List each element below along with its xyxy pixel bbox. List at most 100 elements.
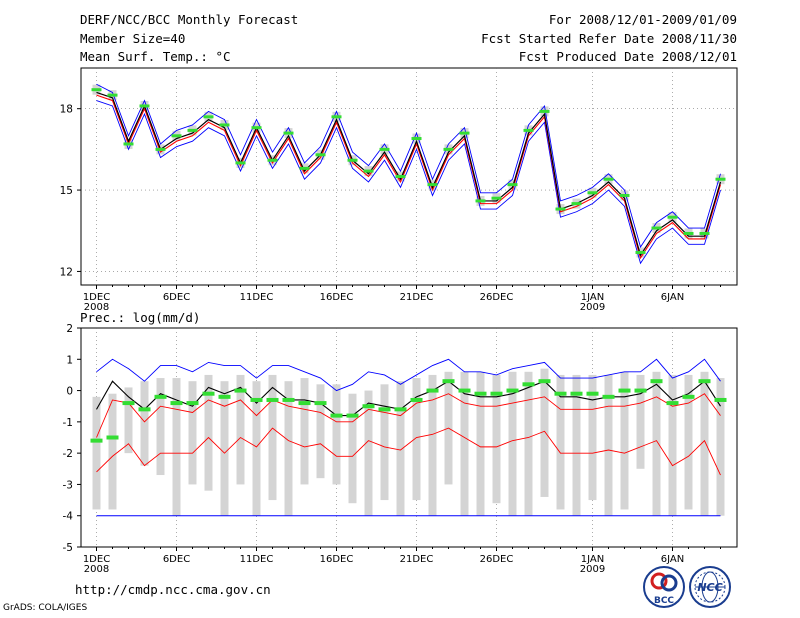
precip-obs-marker [186,401,199,406]
precip-mean-line [96,380,721,417]
temp-obs-marker [219,123,230,127]
precip-spread-bar [364,390,373,516]
y-tick-label: -5 [63,542,73,554]
precip-spread-bar [524,371,533,516]
precip-spread-bar [556,374,565,510]
precip-obs-marker [346,413,359,418]
temp-obs-marker [459,131,470,135]
temp-obs-marker [107,93,118,97]
precip-obs-marker [458,388,471,393]
precip-obs-marker [586,391,599,396]
precip-obs-marker [218,394,231,399]
precip-median-line [96,393,721,438]
x-tick-label: 1JAN [581,554,604,565]
temp-obs-marker [315,153,326,157]
temp-obs-marker [235,161,246,165]
y-tick-label: 2 [66,323,73,335]
precip-spread-bar [652,371,661,516]
temp-obs-marker [251,126,262,130]
temp-obs-marker [491,196,502,200]
temp-upper-line [96,83,721,249]
x-tick-label: 26DEC [480,292,514,303]
temp-obs-marker [187,128,198,132]
precip-spread-bar [188,381,197,485]
precip-spread-bar [396,381,405,516]
temp-obs-marker [171,134,182,138]
precip-spread-bar [668,374,677,516]
precip-obs-marker [282,397,295,402]
precip-obs-marker [570,391,583,396]
y-tick-label: 1 [66,354,73,366]
precip-spread-bar [316,384,325,479]
precip-spread-bar [604,374,613,516]
precip-obs-marker [266,397,279,402]
precip-spread-bar [588,374,597,501]
precip-spread-bar [716,378,725,516]
temp-obs-marker [683,231,694,235]
precip-spread-bar [428,374,437,516]
temp-obs-marker [347,158,358,162]
temp-obs-marker [283,131,294,135]
variable-label: Mean Surf. Temp.: °C [80,49,231,64]
precip-obs-marker [410,397,423,402]
temp-obs-marker [699,231,710,235]
temp-obs-marker [331,115,342,119]
precip-spread-bar [332,384,341,485]
temp-obs-marker [651,226,662,230]
precip-obs-marker [330,413,343,418]
precip-spread-bar [172,378,181,516]
temp-obs-marker [155,147,166,151]
precip-obs-marker [154,394,167,399]
temp-obs-marker [123,142,134,146]
x-tick-label: 1DEC [83,554,110,565]
x-tick-label: 6JAN [661,554,684,565]
precip-obs-marker [554,391,567,396]
precip-obs-marker [442,379,455,384]
temp-median-line [96,94,722,260]
precip-obs-marker [522,382,535,387]
temp-obs-marker [603,177,614,181]
temp-obs-marker [299,166,310,170]
temp-obs-marker [139,104,150,108]
x-year-label: 2008 [84,564,109,575]
temp-obs-marker [475,199,486,203]
precip-obs-marker [90,438,103,443]
precip-spread-bar [108,393,117,510]
precip-obs-marker [378,407,391,412]
precip-obs-marker [314,401,327,406]
x-tick-label: 6DEC [163,292,190,303]
precip-spread-bar [508,371,517,516]
precip-obs-marker [618,388,631,393]
x-tick-label: 1JAN [581,292,604,303]
bcc-logo: BCC [643,566,685,608]
forecast-period: For 2008/12/01-2009/01/09 [548,12,737,27]
temp-obs-marker [523,128,534,132]
temp-obs-marker [619,193,630,197]
precip-spread-bar [620,371,629,510]
precip-obs-marker [250,397,263,402]
precip-obs-marker [714,397,727,402]
y-tick-label: -3 [63,479,73,491]
x-tick-label: 11DEC [240,292,274,303]
precip-spread-bar [92,396,101,510]
precip-obs-marker [202,391,215,396]
precip-obs-marker [394,407,407,412]
temp-obs-marker [555,207,566,211]
temp-mean-line [96,91,722,257]
precip-spread-bar [124,387,133,454]
forecast-started-date: Fcst Started Refer Date 2008/11/30 [481,31,737,46]
precip-spread-bar [156,378,165,476]
source-url[interactable]: http://cmdp.ncc.cma.gov.cn [75,582,271,597]
svg-text:NCC: NCC [697,581,722,594]
temp-obs-marker [443,147,454,151]
temp-obs-marker [267,158,278,162]
precip-spread-bar [572,374,581,516]
precip-obs-marker [666,401,679,406]
precip-spread-bar [636,374,645,469]
precip-obs-marker [650,379,663,384]
precip-obs-marker [506,388,519,393]
grads-credit: GrADS: COLA/IGES [3,603,88,613]
precip-spread-bar [460,371,469,516]
